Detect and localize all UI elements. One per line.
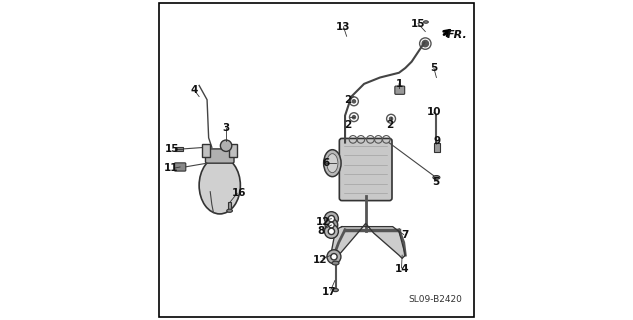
Text: 2: 2 [344, 95, 352, 105]
Ellipse shape [433, 176, 440, 179]
Text: 10: 10 [427, 108, 441, 117]
Ellipse shape [327, 154, 338, 173]
Text: 15: 15 [411, 19, 425, 28]
FancyBboxPatch shape [206, 149, 234, 163]
Text: 2: 2 [386, 120, 393, 130]
Text: 16: 16 [232, 188, 246, 198]
Circle shape [327, 250, 341, 264]
Circle shape [220, 140, 232, 151]
Bar [203, 144, 210, 157]
Text: 7: 7 [401, 229, 409, 240]
Circle shape [331, 253, 337, 260]
Polygon shape [331, 223, 405, 258]
Circle shape [353, 116, 356, 119]
Text: FR.: FR. [446, 30, 467, 40]
FancyBboxPatch shape [339, 139, 392, 201]
Circle shape [389, 117, 392, 120]
Ellipse shape [323, 150, 341, 177]
Ellipse shape [227, 209, 232, 212]
FancyBboxPatch shape [174, 163, 186, 171]
Text: 2: 2 [344, 120, 352, 130]
Text: 17: 17 [322, 287, 337, 297]
Text: 15: 15 [165, 144, 179, 154]
Circle shape [329, 228, 335, 235]
FancyBboxPatch shape [395, 86, 404, 94]
Text: 9: 9 [434, 136, 441, 146]
Bar [175, 147, 184, 151]
Text: 5: 5 [432, 177, 439, 187]
Text: 3: 3 [222, 123, 230, 133]
Text: SL09-B2420: SL09-B2420 [408, 295, 463, 304]
Text: 5: 5 [430, 63, 437, 73]
Ellipse shape [333, 288, 339, 292]
Circle shape [325, 219, 338, 231]
Circle shape [353, 100, 356, 103]
Circle shape [325, 212, 339, 226]
Text: 12: 12 [313, 255, 327, 265]
Circle shape [329, 215, 335, 222]
Text: 8: 8 [318, 226, 325, 236]
Bar [434, 142, 440, 152]
Text: 11: 11 [163, 163, 178, 173]
Ellipse shape [199, 157, 241, 214]
Ellipse shape [332, 261, 339, 265]
Bar [229, 144, 237, 157]
Text: 1: 1 [396, 79, 403, 89]
Text: 12: 12 [316, 217, 330, 227]
Circle shape [329, 222, 334, 228]
Text: 13: 13 [336, 22, 351, 32]
Circle shape [422, 40, 429, 47]
Bar [228, 202, 232, 211]
Ellipse shape [423, 21, 429, 23]
Text: 6: 6 [322, 158, 330, 168]
Text: 4: 4 [191, 85, 198, 95]
Circle shape [325, 224, 339, 238]
Text: 14: 14 [395, 264, 410, 275]
